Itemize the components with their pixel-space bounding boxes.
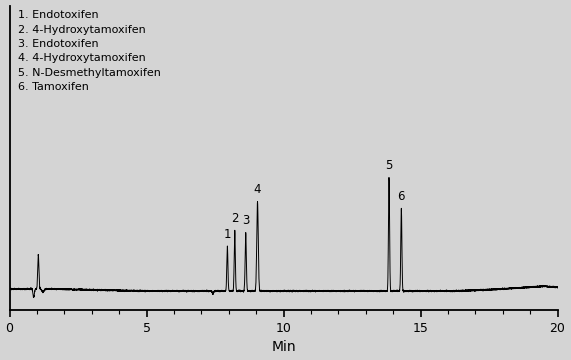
Text: 4: 4 [254, 183, 262, 197]
X-axis label: Min: Min [271, 341, 296, 355]
Text: 1: 1 [224, 228, 231, 241]
Text: 3: 3 [242, 214, 250, 227]
Text: 2: 2 [231, 212, 239, 225]
Text: 5: 5 [385, 159, 393, 172]
Text: 1. Endotoxifen
2. 4-Hydroxytamoxifen
3. Endotoxifen
4. 4-Hydroxytamoxifen
5. N-D: 1. Endotoxifen 2. 4-Hydroxytamoxifen 3. … [18, 10, 160, 92]
Text: 6: 6 [397, 190, 405, 203]
